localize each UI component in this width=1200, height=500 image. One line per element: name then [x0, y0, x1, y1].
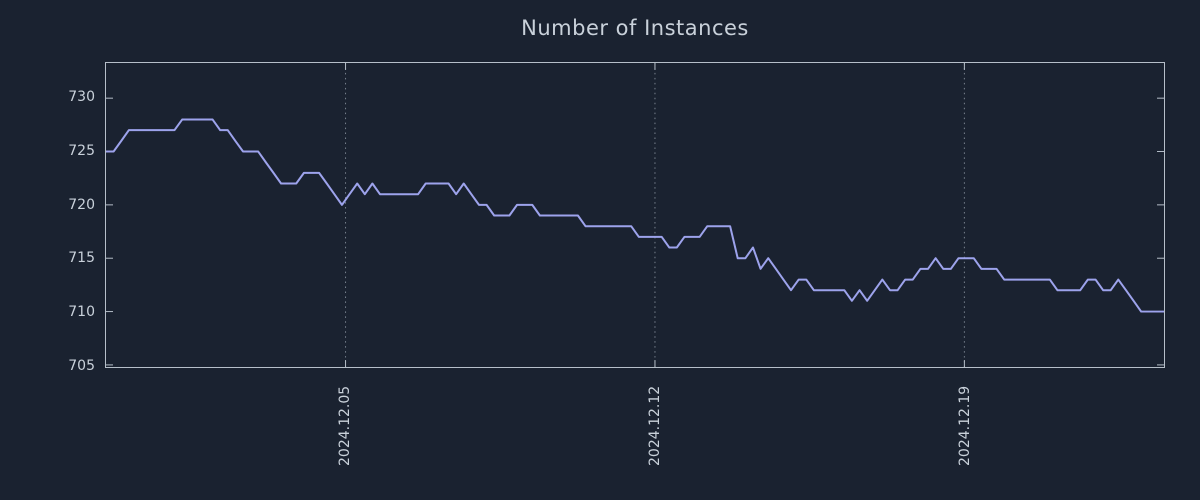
- y-tick-label: 705: [68, 357, 95, 374]
- y-tick-label: 725: [68, 143, 95, 160]
- y-tick-label: 710: [68, 304, 95, 321]
- y-tick-label: 715: [68, 250, 95, 267]
- chart-title: Number of Instances: [521, 16, 749, 40]
- y-tick-label: 720: [68, 196, 95, 213]
- line-chart-svg: [106, 63, 1164, 367]
- y-tick-label: 730: [68, 89, 95, 106]
- x-tick-label: 2024.12.12: [647, 385, 664, 466]
- x-tick-label: 2024.12.05: [336, 385, 353, 466]
- plot-area: [105, 62, 1165, 368]
- x-tick-label: 2024.12.19: [956, 385, 973, 466]
- line-series-instances: [106, 118, 1164, 313]
